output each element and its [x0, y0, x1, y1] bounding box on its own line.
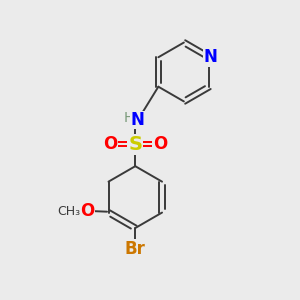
Text: CH₃: CH₃ — [58, 205, 81, 218]
Text: O: O — [80, 202, 94, 220]
Text: O: O — [103, 135, 117, 153]
Text: O: O — [153, 135, 167, 153]
Text: S: S — [128, 135, 142, 154]
Text: Br: Br — [125, 240, 146, 258]
Text: N: N — [203, 48, 217, 66]
Text: H: H — [124, 112, 134, 125]
Text: N: N — [131, 111, 145, 129]
